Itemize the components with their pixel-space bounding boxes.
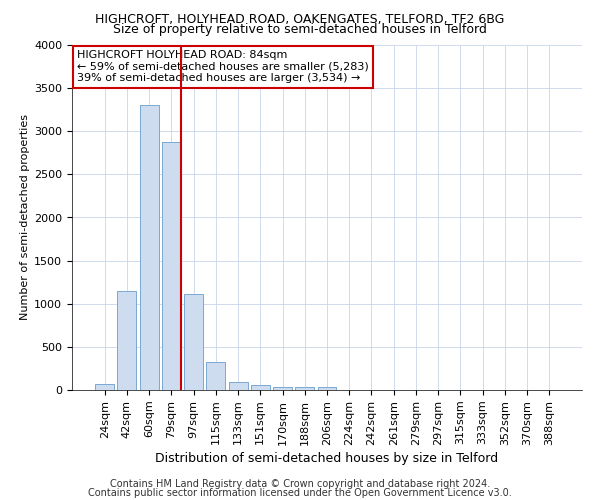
X-axis label: Distribution of semi-detached houses by size in Telford: Distribution of semi-detached houses by …: [155, 452, 499, 465]
Bar: [229, 382, 248, 390]
Bar: [317, 387, 337, 390]
Y-axis label: Number of semi-detached properties: Number of semi-detached properties: [20, 114, 30, 320]
Text: HIGHCROFT HOLYHEAD ROAD: 84sqm
← 59% of semi-detached houses are smaller (5,283): HIGHCROFT HOLYHEAD ROAD: 84sqm ← 59% of …: [77, 50, 369, 84]
Text: Size of property relative to semi-detached houses in Telford: Size of property relative to semi-detach…: [113, 22, 487, 36]
Bar: [118, 291, 136, 390]
Bar: [162, 142, 181, 390]
Bar: [273, 386, 292, 390]
Bar: [184, 294, 203, 390]
Bar: [206, 362, 225, 390]
Bar: [95, 384, 114, 390]
Bar: [295, 386, 314, 390]
Text: Contains HM Land Registry data © Crown copyright and database right 2024.: Contains HM Land Registry data © Crown c…: [110, 479, 490, 489]
Bar: [251, 386, 270, 390]
Bar: [140, 106, 158, 390]
Text: Contains public sector information licensed under the Open Government Licence v3: Contains public sector information licen…: [88, 488, 512, 498]
Text: HIGHCROFT, HOLYHEAD ROAD, OAKENGATES, TELFORD, TF2 6BG: HIGHCROFT, HOLYHEAD ROAD, OAKENGATES, TE…: [95, 12, 505, 26]
